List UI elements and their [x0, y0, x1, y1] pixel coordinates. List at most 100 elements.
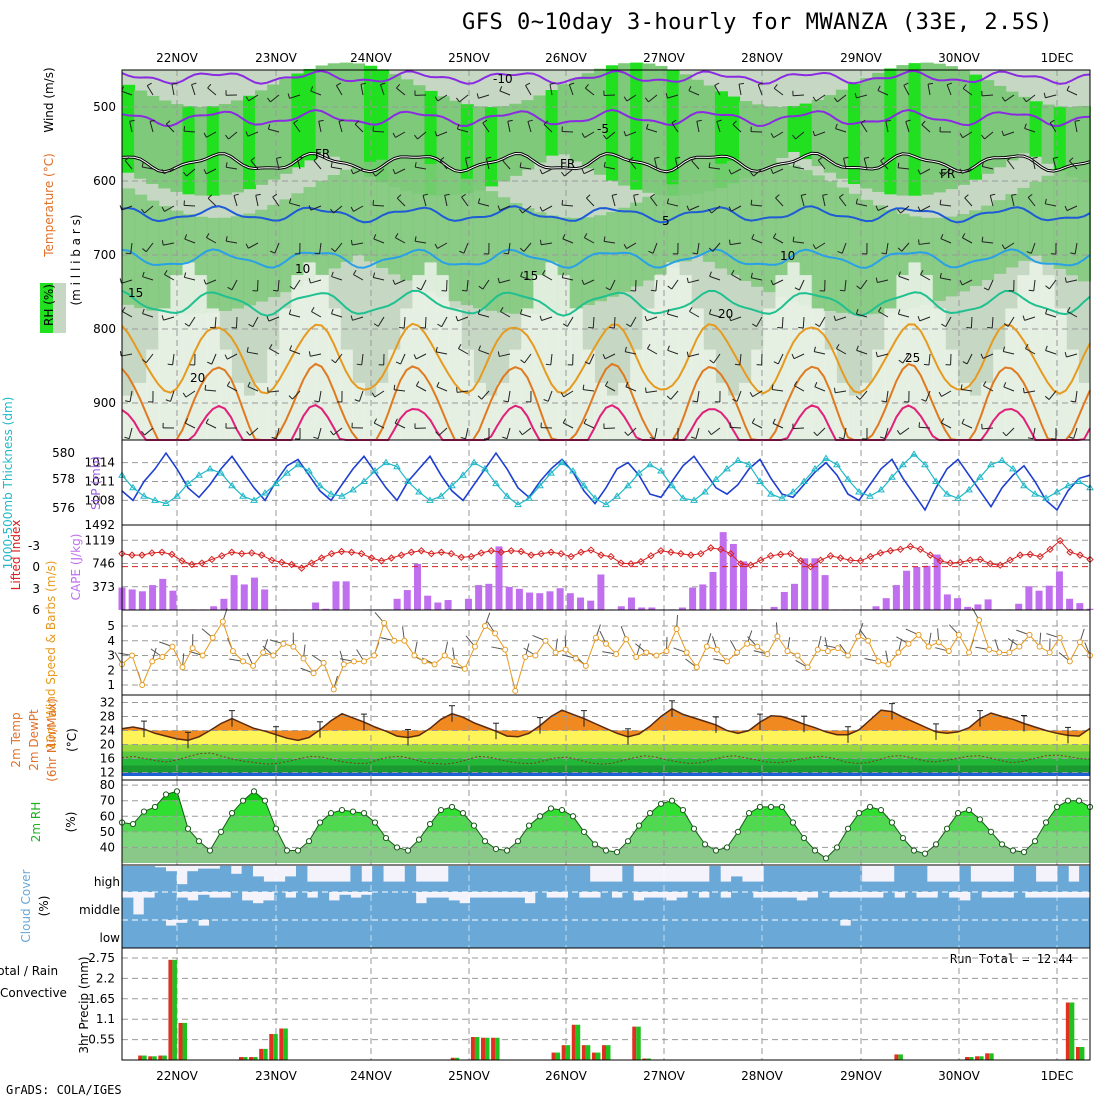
rh-dry-cell — [339, 349, 353, 440]
rh-marker — [646, 810, 654, 817]
thickness-tick-label: 580 — [52, 446, 75, 460]
thickness-marker — [283, 469, 291, 476]
upper-wind-barb-flag — [562, 323, 568, 327]
cloud-middle-cell — [252, 903, 264, 920]
slp-line — [121, 451, 1091, 512]
lifted-index-marker — [248, 549, 256, 557]
rh-dry-cell — [775, 275, 789, 440]
cape-bar — [261, 589, 269, 610]
upper-wind-barb-flag — [691, 436, 697, 440]
thickness-marker — [536, 481, 544, 489]
cloud-low-cell — [426, 920, 438, 948]
upper-wind-barb — [334, 242, 343, 252]
rh-marker — [899, 834, 907, 842]
cape-bar — [678, 607, 686, 610]
precip-total-bar — [152, 1056, 157, 1060]
pressure-tick-label: 900 — [93, 396, 116, 410]
rh-band — [122, 847, 1090, 863]
upper-wind-barb — [270, 94, 280, 103]
upper-wind-barb-flag — [856, 345, 859, 351]
cloud-middle-cell — [698, 897, 710, 920]
precip-total-bar — [273, 1034, 278, 1060]
rh-marker — [602, 847, 610, 854]
upper-wind-barb-flag — [838, 437, 844, 440]
rh-dry-cell — [618, 382, 632, 440]
thickness-marker — [470, 458, 478, 466]
upper-wind-barb-flag — [543, 120, 548, 125]
upper-wind-barb-flag — [161, 240, 164, 246]
cloud-low-cell — [274, 920, 286, 948]
thickness-marker — [943, 490, 951, 497]
upper-wind-barb — [465, 427, 469, 439]
wind-speed-marker — [885, 661, 892, 668]
lifted-index-marker — [986, 560, 994, 568]
upper-wind-barb — [781, 316, 784, 329]
upper-wind-barb — [165, 123, 175, 133]
rh-marker — [866, 803, 874, 811]
upper-wind-barb-flag — [770, 279, 774, 285]
rh-marker — [547, 805, 555, 812]
cloud-high-cell — [600, 881, 612, 892]
cape-bar — [434, 602, 442, 610]
upper-wind-barb-flag — [647, 344, 651, 349]
cloud-high-cell — [437, 881, 449, 892]
cloud-low-cell — [437, 920, 449, 948]
thickness-marker — [888, 473, 896, 480]
upper-wind-barb — [463, 242, 469, 254]
lifted-index-marker — [188, 560, 196, 569]
thickness-marker — [492, 479, 500, 487]
thickness-marker — [250, 496, 258, 503]
upper-wind-barb-flag — [947, 82, 953, 86]
upper-wind-barb — [228, 131, 238, 140]
upper-wind-barb — [502, 160, 511, 170]
cape-bar — [577, 597, 585, 610]
lifted-index-marker — [826, 552, 835, 560]
cape-bar — [230, 575, 238, 610]
rh-mid-cell — [1077, 162, 1091, 282]
lifted-index-marker — [437, 548, 446, 556]
upper-wind-barb — [667, 202, 679, 207]
upper-wind-barb — [626, 242, 637, 250]
wind-speed-marker — [955, 631, 962, 638]
upper-wind-barb — [626, 94, 637, 102]
wind-speed-marker — [1026, 631, 1033, 638]
lifted-index-marker — [397, 551, 406, 559]
upper-wind-barb — [207, 197, 217, 207]
wind-speed-marker — [391, 637, 398, 644]
upper-wind-barb — [250, 160, 259, 170]
cloud-middle-cell — [1046, 897, 1058, 920]
upper-wind-barb-flag — [665, 93, 668, 99]
upper-wind-barb — [814, 386, 826, 392]
cloud-high-cell — [926, 881, 939, 892]
upper-wind-barb — [709, 313, 721, 318]
upper-wind-barb-flag — [141, 161, 144, 168]
upper-wind-barb — [1003, 131, 1015, 137]
upper-wind-barb-flag — [350, 206, 354, 212]
upper-wind-barb — [172, 353, 175, 365]
upper-wind-barb-flag — [270, 250, 275, 254]
upper-wind-barb-flag — [562, 418, 567, 424]
temp-band — [122, 765, 1090, 773]
upper-wind-barb-flag — [921, 398, 927, 402]
upper-wind-barb-flag — [750, 199, 753, 205]
rh-marker — [503, 847, 511, 854]
cloud-middle-cell — [959, 900, 971, 920]
precip-convective-bar — [470, 1037, 475, 1060]
upper-wind-barb-flag — [147, 82, 152, 87]
cloud-high-cell — [665, 881, 678, 892]
x-tick-top-label: 23NOV — [255, 51, 297, 65]
cape-axis-label: CAPE (J/kg) — [69, 534, 83, 601]
rh-dry-cell — [860, 382, 874, 440]
cloud-middle-cell — [763, 897, 776, 920]
cloud-high-cell — [731, 876, 743, 892]
upper-wind-barb-flag — [732, 120, 737, 125]
upper-wind-barb — [900, 205, 910, 214]
upper-wind-barb-flag — [308, 205, 312, 211]
rh-dry-cell — [642, 308, 656, 440]
cloud-low-cell — [176, 922, 188, 948]
upper-wind-barb — [499, 279, 511, 284]
upper-wind-barb — [583, 279, 595, 286]
rh-marker — [745, 810, 753, 817]
rh-dry-cell — [182, 262, 196, 440]
precip-convective-bar — [581, 1045, 586, 1060]
